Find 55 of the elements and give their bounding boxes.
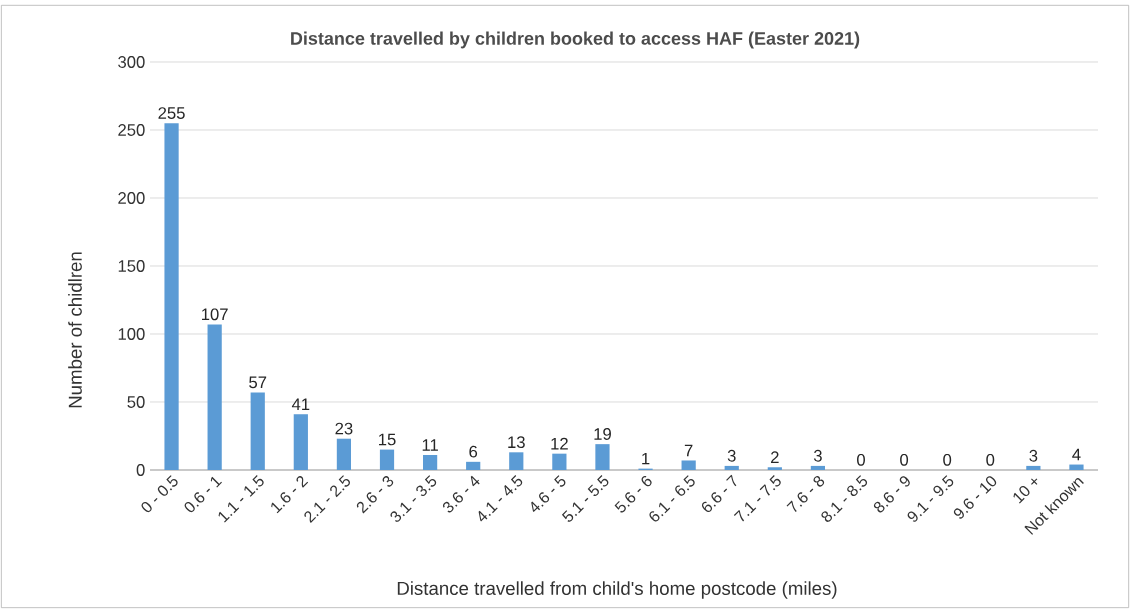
data-label: 3: [1029, 449, 1038, 462]
data-label: 11: [422, 439, 438, 451]
x-tick-label: 0 - 0.5: [141, 475, 178, 513]
data-label: 0: [943, 453, 952, 466]
bar: [293, 414, 308, 470]
y-tick-label: 100: [118, 328, 145, 340]
data-label: 107: [202, 308, 228, 321]
bar: [422, 455, 438, 470]
data-label: 3: [813, 449, 822, 462]
bar: [164, 123, 179, 470]
data-label: 7: [684, 444, 693, 457]
data-label: 6: [469, 445, 478, 458]
data-label: 57: [249, 376, 267, 389]
y-tick-label: 200: [118, 192, 145, 204]
bar: [509, 452, 524, 470]
data-label: 0: [900, 453, 909, 466]
bar: [379, 449, 395, 470]
data-label: 4: [1072, 448, 1081, 461]
y-axis-title: Number of chidlren: [68, 252, 82, 408]
bar: [336, 438, 352, 470]
bar: [595, 444, 610, 470]
bar: [1026, 465, 1041, 470]
data-label: 13: [508, 436, 525, 449]
bar: [1069, 464, 1084, 470]
data-label: 1: [642, 452, 650, 465]
data-label: 12: [551, 437, 568, 450]
data-label: 2: [771, 451, 779, 463]
x-axis-title: Distance travelled from child's home postcode (miles): [397, 581, 837, 599]
data-label: 0: [857, 453, 865, 466]
x-tick-label: 6.6 - 7: [701, 474, 737, 513]
bar: [466, 461, 481, 470]
data-label: 15: [379, 433, 396, 446]
bar: [724, 465, 739, 470]
x-tick-label: 9.6 - 10: [953, 476, 997, 519]
x-tick-label: 10 +: [1013, 478, 1038, 504]
bar: [207, 324, 222, 470]
y-tick-label: 250: [118, 124, 145, 136]
data-label: 3: [727, 449, 736, 462]
data-label: 19: [594, 428, 611, 440]
x-tick-label: 0.6 - 1: [184, 476, 222, 513]
bar: [250, 392, 265, 470]
y-tick-label: 300: [118, 56, 145, 68]
bar: [767, 467, 782, 470]
data-label: 23: [335, 422, 353, 435]
chart-title: Distance travelled by children booked to access HAF (Easter 2021): [291, 31, 860, 49]
x-tick-label: 8.6 - 9: [873, 476, 910, 513]
data-label: 41: [291, 398, 310, 410]
data-label: 0: [986, 453, 995, 466]
bar: [552, 453, 567, 470]
bar: [810, 465, 826, 470]
y-tick-label: 150: [118, 260, 145, 272]
bar: [681, 460, 696, 470]
data-label: 255: [158, 107, 185, 119]
y-tick-label: 0: [136, 464, 145, 476]
y-tick-label: 50: [127, 396, 145, 408]
